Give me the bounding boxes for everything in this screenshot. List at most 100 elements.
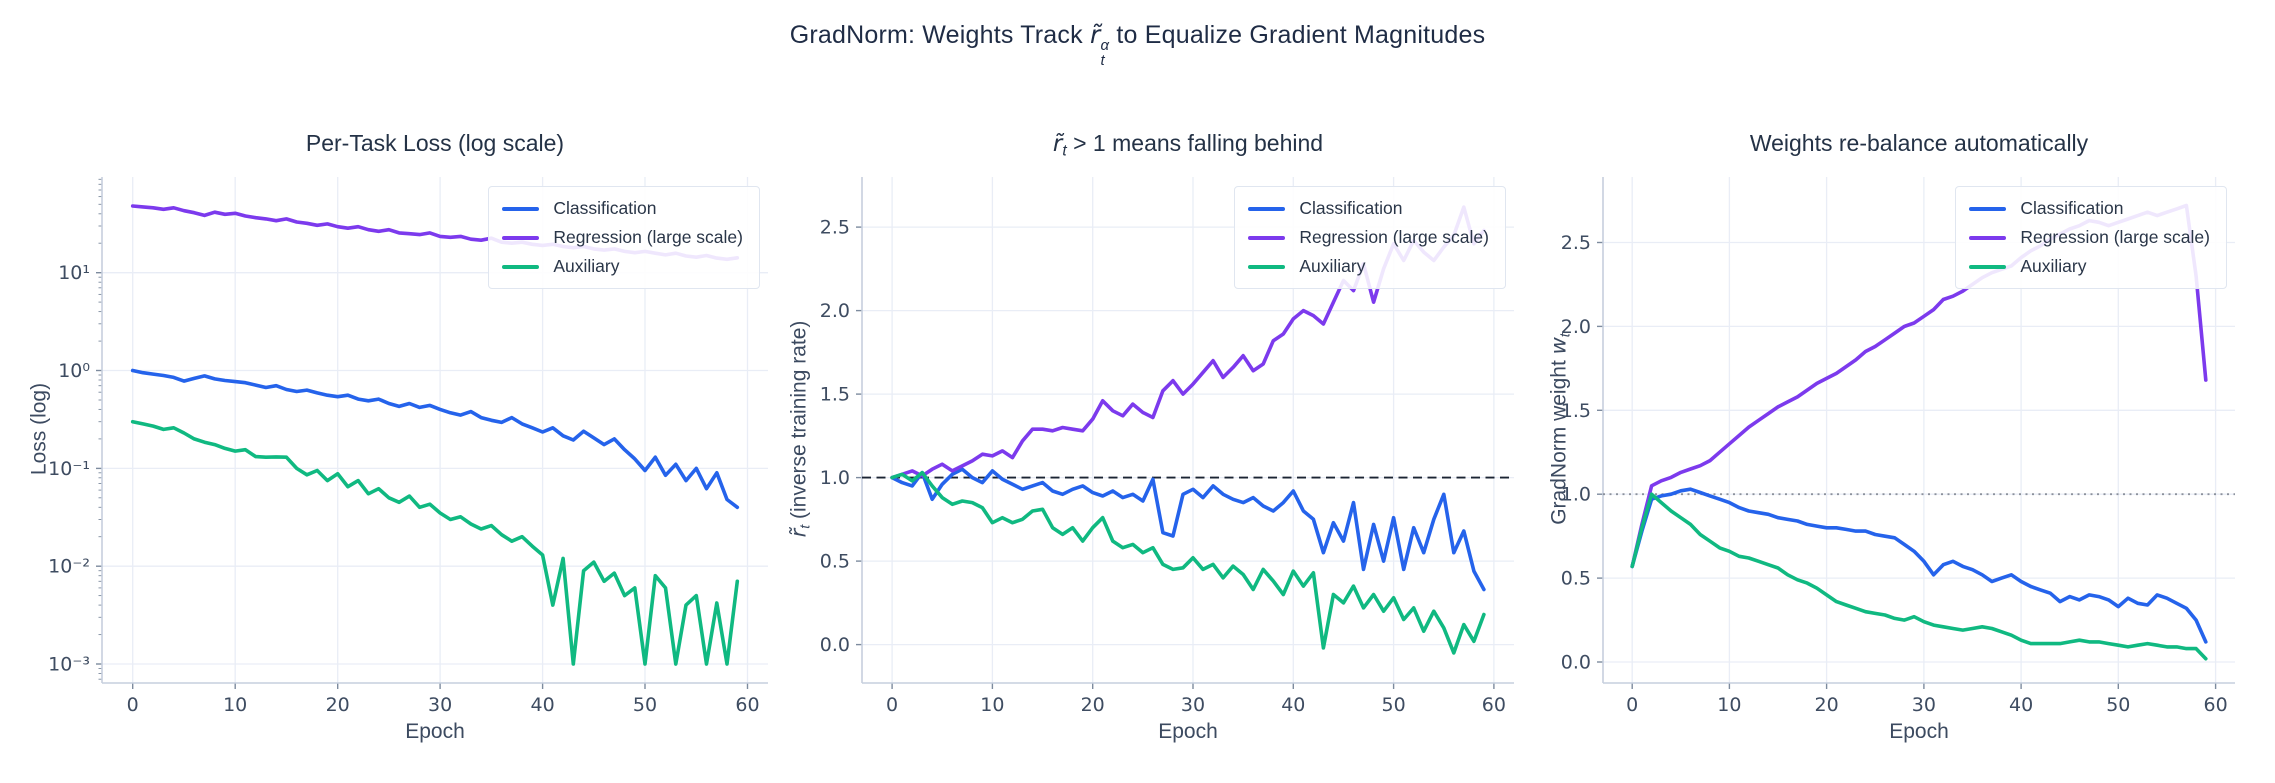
x-tick-label: 50 [1382, 694, 1406, 716]
panel2-title-math: r̃ [1052, 131, 1063, 157]
classification-line-swatch [502, 206, 540, 211]
x-tick-label: 0 [1626, 694, 1638, 716]
panel1-title-text: Per-Task Loss (log scale) [305, 130, 565, 156]
series-line-auxiliary [130, 419, 740, 666]
figure-title: GradNorm: Weights Track r̃ α t to Equalize… [0, 20, 2275, 68]
x-tick-label: 50 [633, 694, 657, 716]
series-line-classification [130, 368, 740, 510]
y-tick-label: 0.5 [1561, 568, 1591, 590]
regression-line-swatch [502, 235, 540, 240]
x-tick-label: 20 [326, 694, 350, 716]
x-tick-label: 0 [886, 694, 898, 716]
legend-item-classification: Classification [502, 198, 743, 219]
x-tick-label: 40 [1281, 694, 1305, 716]
panel1-legend: Classification Regression (large scale) … [488, 186, 760, 289]
series-line-auxiliary [1630, 492, 2208, 661]
legend-label-classification: Classification [2020, 198, 2124, 218]
panel3-legend: Classification Regression (large scale) … [1955, 186, 2227, 289]
legend-label-regression: Regression (large scale) [1299, 227, 1489, 247]
y-tick-label: 0.0 [820, 634, 850, 656]
auxiliary-line-swatch [1248, 264, 1286, 269]
panel3-x-axis-label: Epoch [1889, 720, 1949, 743]
panel3-plot-area: 0.0 0.5 1.0 1.5 2.0 2.5 0 10 20 30 40 50 60 [1561, 177, 2235, 716]
x-tick-label: 30 [428, 694, 452, 716]
x-tick-label: 30 [1181, 694, 1205, 716]
x-tick-label: 60 [735, 694, 759, 716]
y-tick-label: 2.0 [820, 300, 850, 322]
panel1-x-axis-label: Epoch [405, 720, 465, 743]
legend-item-classification: Classification [1248, 198, 1489, 219]
x-tick-label: 10 [980, 694, 1004, 716]
auxiliary-line-swatch [1969, 264, 2007, 269]
panel2-title-sub: t [1062, 142, 1067, 160]
figure-title-prefix: GradNorm: Weights Track [789, 21, 1090, 49]
y-tick-label: 1.0 [820, 467, 850, 489]
x-tick-label: 40 [531, 694, 555, 716]
legend-item-regression: Regression (large scale) [1248, 227, 1489, 248]
y-tick-label: 2.5 [1561, 232, 1591, 254]
x-tick-label: 60 [2204, 694, 2228, 716]
legend-label-regression: Regression (large scale) [553, 227, 743, 247]
legend-item-auxiliary: Auxiliary [502, 256, 743, 277]
x-tick-label: 10 [1717, 694, 1741, 716]
legend-label-auxiliary: Auxiliary [2020, 256, 2087, 276]
y-tick-label: 1.0 [1561, 484, 1591, 506]
y-tick-label: 10¹ [58, 262, 90, 284]
x-tick-label: 20 [1081, 694, 1105, 716]
classification-line-swatch [1248, 206, 1286, 211]
legend-item-classification: Classification [1969, 198, 2210, 219]
legend-item-regression: Regression (large scale) [1969, 227, 2210, 248]
figure-title-suffix: to Equalize Gradient Magnitudes [1109, 21, 1486, 49]
auxiliary-line-swatch [502, 264, 540, 269]
legend-item-auxiliary: Auxiliary [1969, 256, 2210, 277]
panel2-title-text: > 1 means falling behind [1066, 130, 1324, 156]
y-tick-label: 0.0 [1561, 652, 1591, 674]
panel2-plot-area: 0.0 0.5 1.0 1.5 2.0 2.5 0 10 20 30 40 50 60 [820, 177, 1514, 716]
y-tick-label: 10⁻² [48, 556, 90, 578]
legend-label-auxiliary: Auxiliary [553, 256, 620, 276]
x-tick-label: 40 [2009, 694, 2033, 716]
figure-title-math-r: r̃ [1089, 20, 1101, 49]
x-tick-label: 10 [223, 694, 247, 716]
panel2-ylabel-post: (inverse training rate) [787, 320, 811, 525]
panel2-legend: Classification Regression (large scale) … [1234, 186, 1506, 289]
y-tick-label: 2.0 [1561, 316, 1591, 338]
series-line-auxiliary [890, 470, 1486, 655]
regression-line-swatch [1248, 235, 1286, 240]
panel1-ylabel-pre: Loss (log) [27, 382, 51, 476]
panel3-ylabel-math: w [1546, 337, 1571, 355]
panel3-title: Weights re-balance automatically [1603, 130, 2235, 160]
legend-item-regression: Regression (large scale) [502, 227, 743, 248]
legend-label-classification: Classification [1299, 198, 1403, 218]
panel2-x-axis-label: Epoch [1158, 720, 1218, 743]
y-tick-label: 2.5 [820, 217, 850, 239]
x-tick-label: 30 [1912, 694, 1936, 716]
panel2-title: r̃t > 1 means falling behind [862, 130, 1514, 160]
legend-item-auxiliary: Auxiliary [1248, 256, 1489, 277]
panel2-y-axis-label: r̃t (inverse training rate) [787, 321, 814, 538]
x-tick-label: 50 [2106, 694, 2130, 716]
regression-line-swatch [1969, 235, 2007, 240]
y-tick-label: 10⁻¹ [48, 458, 90, 480]
series-line-classification [890, 467, 1486, 592]
legend-label-regression: Regression (large scale) [2020, 227, 2210, 247]
panel1-title: Per-Task Loss (log scale) [102, 130, 768, 160]
y-tick-label: 1.5 [1561, 400, 1591, 422]
classification-line-swatch [1969, 206, 2007, 211]
y-tick-label: 1.5 [820, 384, 850, 406]
panel3-title-text: Weights re-balance automatically [1749, 130, 2089, 156]
y-tick-label: 10⁻³ [48, 654, 90, 676]
x-tick-label: 0 [127, 694, 139, 716]
figure-title-sup-alpha: α [1100, 36, 1110, 54]
series-line-classification [1630, 487, 2208, 644]
figure-title-sub-t: t [1100, 52, 1105, 70]
x-tick-label: 20 [1815, 694, 1839, 716]
panel2-ylabel-math: r̃ [786, 528, 811, 538]
x-tick-label: 60 [1482, 694, 1506, 716]
legend-label-auxiliary: Auxiliary [1299, 256, 1366, 276]
y-tick-label: 10⁰ [58, 360, 90, 382]
y-tick-label: 0.5 [820, 551, 850, 573]
panel2-ylabel-sub: t [797, 524, 814, 529]
